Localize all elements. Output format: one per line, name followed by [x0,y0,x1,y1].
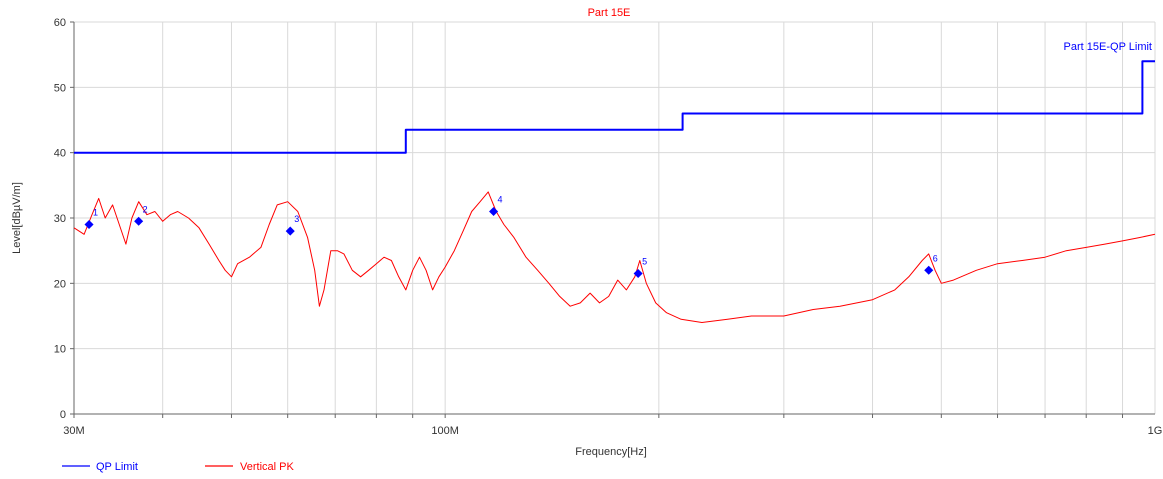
x-tick-label: 100M [431,425,459,437]
y-tick-label: 60 [54,17,66,29]
axes: 0 10 20 30 40 50 60 30M 100M 1G [54,17,1163,437]
x-axis-title: Frequency[Hz] [575,446,647,458]
marker-label-3: 3 [294,214,299,224]
series-line-qp-limit [74,60,1155,154]
marker-label-5: 5 [642,257,647,267]
series-line-vertical-pk [73,191,1156,323]
y-axis-title: Level[dBµV/m] [11,182,23,254]
y-tick-label: 10 [54,344,66,356]
legend: QP Limit Vertical PK [62,461,294,473]
marker-label-1: 1 [93,208,98,218]
marker-diamond-6 [924,265,934,275]
x-tick-label: 1G [1148,425,1163,437]
y-tick-label: 50 [54,82,66,94]
marker-label-2: 2 [143,204,148,214]
marker-diamond-3 [285,226,295,236]
marker-diamond-4 [489,206,499,216]
legend-label-qp-limit: QP Limit [96,461,138,473]
y-tick-label: 40 [54,148,66,160]
limit-annotation: Part 15E-QP Limit [1064,41,1152,53]
marker-diamond-2 [134,216,144,226]
marker-diamond-5 [633,269,643,279]
legend-label-vertical-pk: Vertical PK [240,461,294,473]
markers-layer: 1 2 3 4 5 6 [84,194,938,279]
grid [73,21,1156,415]
marker-diamond-1 [84,220,94,230]
y-tick-label: 0 [60,409,66,421]
series-layer [73,60,1156,323]
y-tick-label: 20 [54,278,66,290]
marker-label-6: 6 [933,253,938,263]
y-tick-label: 30 [54,213,66,225]
x-tick-label: 30M [63,425,84,437]
chart-title: Part 15E [588,7,631,19]
marker-label-4: 4 [498,194,503,204]
